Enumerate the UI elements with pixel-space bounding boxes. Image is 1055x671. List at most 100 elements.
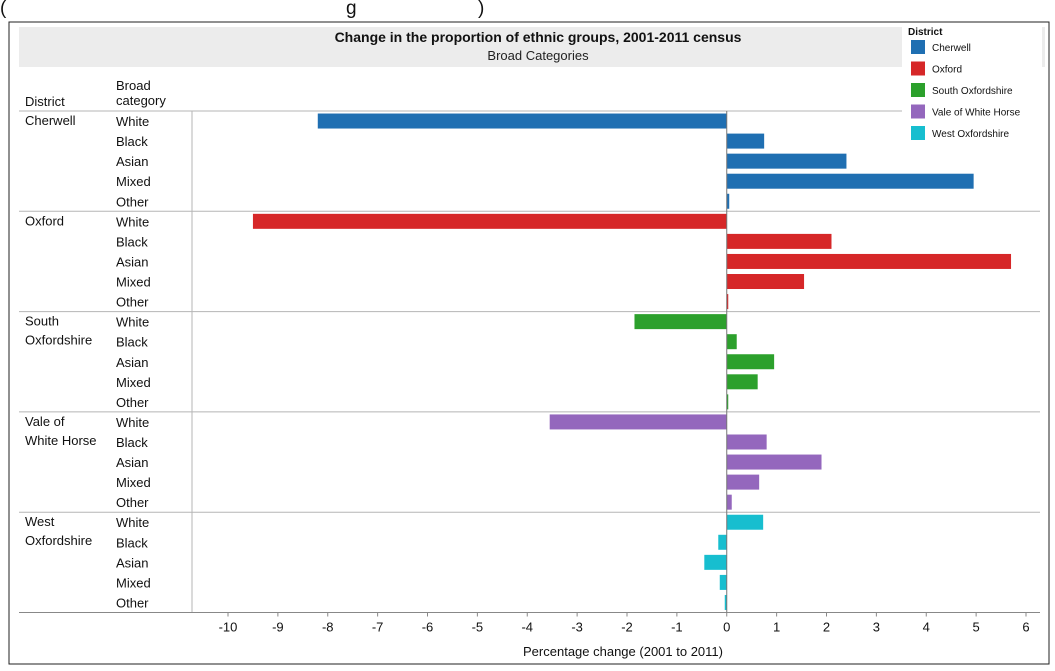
x-tick-label: 1 <box>773 620 780 635</box>
x-tick-label: 6 <box>1022 620 1029 635</box>
bar-oxford-black <box>726 233 832 249</box>
legend-swatch <box>911 104 925 119</box>
legend-label: Oxford <box>932 65 962 76</box>
category-label: White <box>116 515 149 530</box>
legend-label: West Oxfordshire <box>932 129 1009 140</box>
category-label: White <box>116 214 149 229</box>
district-label: Oxfordshire <box>25 533 92 548</box>
legend-swatch <box>911 126 925 140</box>
bar-south-oxfordshire-asian <box>726 354 775 370</box>
district-label: Vale of <box>25 414 65 429</box>
bar-west-oxfordshire-asian <box>704 554 727 570</box>
bar-west-oxfordshire-white <box>726 514 764 530</box>
category-label: Asian <box>116 555 149 570</box>
row-header-category: Broad category <box>116 78 166 108</box>
category-label: Mixed <box>116 475 151 490</box>
bar-cherwell-white <box>317 113 727 129</box>
legend-label: Vale of White Horse <box>932 108 1021 119</box>
bar-vale-of-white-horse-other <box>726 494 732 510</box>
x-tick-label: -1 <box>671 620 683 635</box>
caption-close: ) <box>478 0 485 19</box>
category-label: White <box>116 114 149 129</box>
bar-west-oxfordshire-mixed <box>719 574 727 590</box>
x-tick-label: -5 <box>472 620 484 635</box>
bar-oxford-other <box>726 294 729 310</box>
bar-west-oxfordshire-black <box>718 534 727 550</box>
bar-south-oxfordshire-mixed <box>726 374 758 390</box>
bar-vale-of-white-horse-black <box>726 434 767 450</box>
bars-layer <box>252 113 1012 610</box>
district-label: South <box>25 314 59 329</box>
x-tick-label: -3 <box>571 620 583 635</box>
bar-south-oxfordshire-black <box>726 334 737 350</box>
category-label: Black <box>116 234 148 249</box>
bar-oxford-white <box>252 213 727 229</box>
category-label: Other <box>116 194 149 209</box>
x-tick-label: -7 <box>372 620 384 635</box>
bar-west-oxfordshire-other <box>724 594 727 610</box>
x-tick-label: -2 <box>621 620 633 635</box>
x-tick-label: -9 <box>272 620 284 635</box>
category-label: Other <box>116 395 149 410</box>
district-label: West <box>25 514 55 529</box>
category-label: Other <box>116 595 149 610</box>
category-label: Black <box>116 335 148 350</box>
district-label: Oxfordshire <box>25 333 92 348</box>
rows-layer: Cherwell White Black Asian Mixed Other Oxford W… <box>19 110 1040 613</box>
category-label: Mixed <box>116 174 151 189</box>
row-header-district: District <box>25 94 65 109</box>
caption-mid: g <box>346 0 357 19</box>
category-label: Black <box>116 134 148 149</box>
category-label: Asian <box>116 154 149 169</box>
bar-vale-of-white-horse-mixed <box>726 474 760 490</box>
x-axis-label: Percentage change (2001 to 2011) <box>523 644 723 659</box>
category-label: Black <box>116 435 148 450</box>
x-tick-label: -6 <box>422 620 434 635</box>
district-label: Oxford <box>25 213 64 228</box>
chart-subtitle: Broad Categories <box>487 48 589 63</box>
bar-cherwell-black <box>726 133 765 149</box>
category-label: Asian <box>116 355 149 370</box>
bar-south-oxfordshire-white <box>634 314 727 330</box>
legend-label: Cherwell <box>932 43 971 54</box>
district-label: Cherwell <box>25 113 76 128</box>
legend-swatch <box>911 40 925 54</box>
category-label: Black <box>116 535 148 550</box>
category-label: Mixed <box>116 375 151 390</box>
chart-title: Change in the proportion of ethnic group… <box>335 29 742 45</box>
chart-frame <box>8 21 1050 665</box>
category-label: Mixed <box>116 275 151 290</box>
x-tick-label: 0 <box>723 620 730 635</box>
bar-cherwell-other <box>726 193 730 209</box>
category-label: Other <box>116 495 149 510</box>
legend-swatch <box>911 83 925 97</box>
category-label: Mixed <box>116 575 151 590</box>
category-label: White <box>116 415 149 430</box>
caption-fragment: ( g ) <box>0 0 484 20</box>
bar-oxford-asian <box>726 253 1012 269</box>
x-tick-label: -8 <box>322 620 334 635</box>
x-axis: -10 -9 -8 -7 -6 -5 -4 -3 -2 -1 0 1 2 3 4 5 6 <box>19 111 1040 635</box>
category-label: Other <box>116 295 149 310</box>
district-label: White Horse <box>25 433 97 448</box>
title-band <box>19 27 1045 67</box>
bar-oxford-mixed <box>726 274 805 290</box>
legend-swatch <box>911 61 925 76</box>
legend: District Cherwell Oxford South Oxfordshire V… <box>902 24 1042 146</box>
x-tick-label: -4 <box>521 620 533 635</box>
caption-open: ( <box>0 0 7 19</box>
x-tick-label: 2 <box>823 620 830 635</box>
x-tick-label: -10 <box>219 620 238 635</box>
bar-vale-of-white-horse-asian <box>726 454 822 470</box>
bar-cherwell-asian <box>726 153 847 169</box>
legend-box <box>902 24 1042 146</box>
bar-cherwell-mixed <box>726 173 974 189</box>
bar-south-oxfordshire-other <box>726 394 729 410</box>
x-tick-label: 3 <box>873 620 880 635</box>
category-label: White <box>116 315 149 330</box>
legend-title: District <box>908 27 943 38</box>
bar-vale-of-white-horse-white <box>549 414 727 430</box>
x-tick-label: 4 <box>923 620 930 635</box>
